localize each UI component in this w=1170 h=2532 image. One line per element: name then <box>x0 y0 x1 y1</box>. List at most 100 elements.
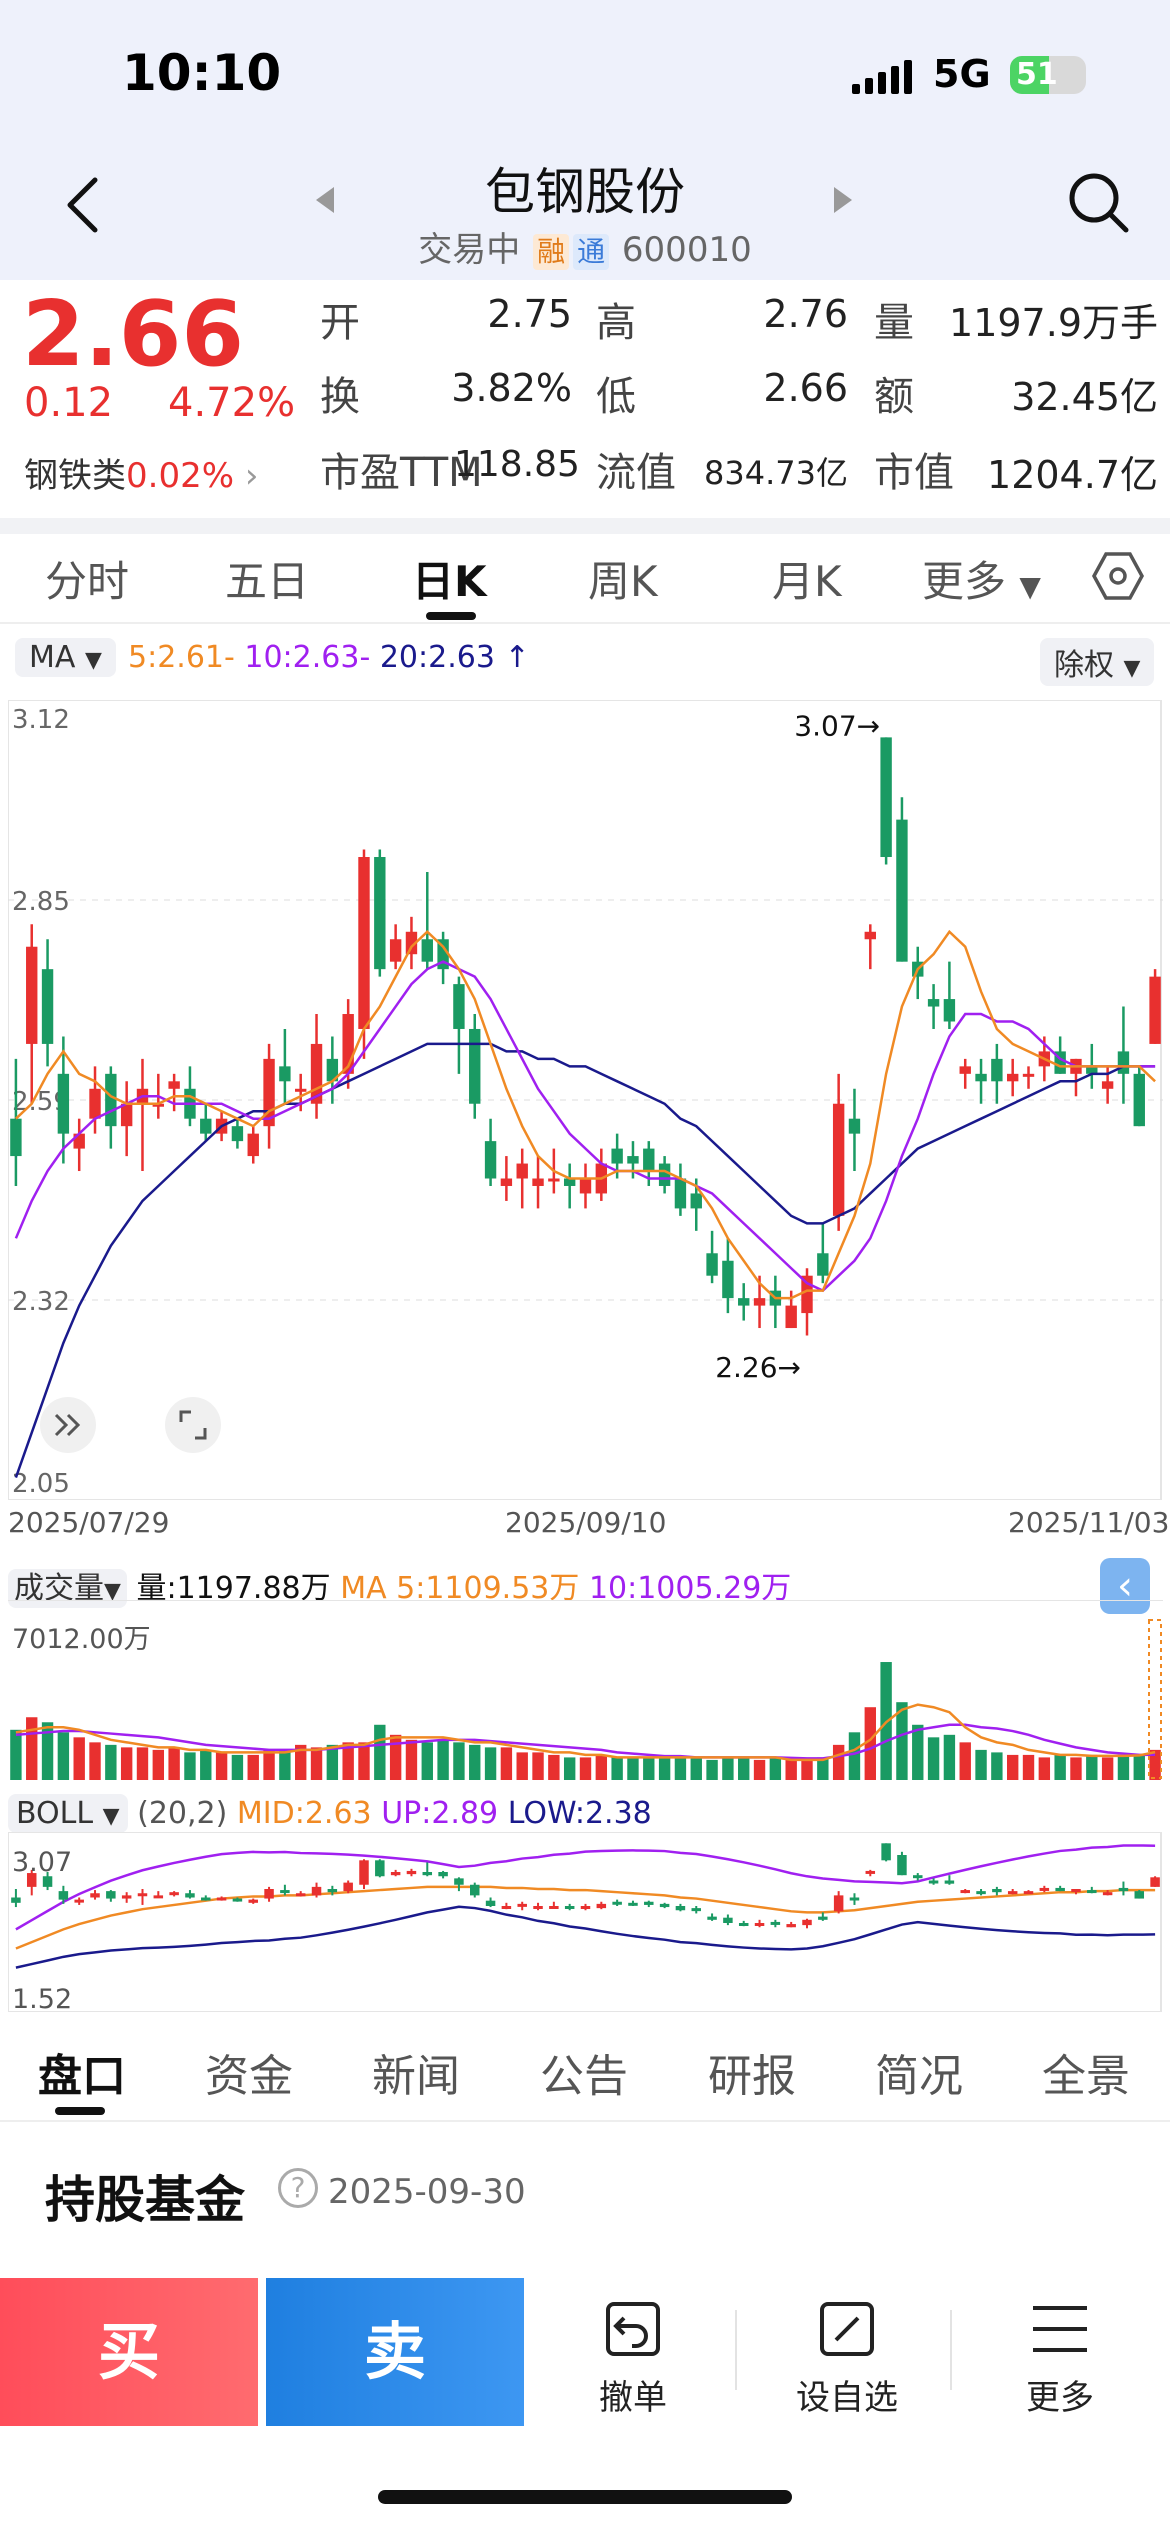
sell-button[interactable]: 卖 <box>266 2278 524 2426</box>
volume-bar <box>469 1744 481 1780</box>
boll-candle <box>723 1917 733 1923</box>
network-label: 5G <box>933 52 991 96</box>
volume-bar <box>26 1717 38 1780</box>
candle <box>200 1118 212 1134</box>
section-tab-pankou[interactable]: 盘口 <box>38 2051 126 2102</box>
volume-bar <box>184 1752 196 1780</box>
volume-bar <box>1070 1757 1082 1780</box>
tab-intraday[interactable]: 分时 <box>45 557 130 606</box>
price-change: 0.12 <box>24 380 114 426</box>
add-watchlist-label: 设自选 <box>796 2378 898 2418</box>
tab-daily-k[interactable]: 日K <box>412 557 487 606</box>
volume-bar <box>848 1732 861 1780</box>
boll-candle <box>549 1906 559 1909</box>
candle <box>89 1088 101 1119</box>
open-label: 开 <box>320 300 360 346</box>
volume-bar <box>738 1757 750 1780</box>
pe-value: 118.85 <box>454 444 580 485</box>
candle <box>817 1253 829 1276</box>
candle <box>453 984 465 1029</box>
candle <box>959 1066 971 1074</box>
boll-candle <box>121 1895 132 1899</box>
collapse-panel-button[interactable]: ‹ <box>1100 1558 1150 1614</box>
prev-stock-icon[interactable] <box>312 185 338 215</box>
volume-bar <box>643 1757 655 1780</box>
help-icon[interactable]: ? <box>278 2168 318 2208</box>
back-icon[interactable] <box>55 170 115 240</box>
candle <box>1054 1051 1066 1074</box>
candle <box>532 1178 544 1186</box>
float-cap-label: 流值 <box>596 450 676 496</box>
boll-candle <box>976 1891 986 1895</box>
divider <box>735 2310 737 2390</box>
ma-selector[interactable]: MA ▼ <box>15 638 116 677</box>
volume-bar <box>1006 1754 1019 1780</box>
boll-low: LOW:2.38 <box>507 1796 652 1831</box>
candle <box>500 1178 513 1186</box>
boll-candle <box>738 1923 749 1926</box>
tab-monthly-k[interactable]: 月K <box>772 557 842 606</box>
section-tab-research[interactable]: 研报 <box>708 2051 796 2102</box>
volume-chart[interactable] <box>8 1600 1163 1780</box>
fullscreen-icon[interactable] <box>165 1397 221 1453</box>
volume-bar <box>1149 1749 1161 1780</box>
boll-candle <box>422 1872 433 1876</box>
volume-bar <box>516 1752 528 1780</box>
candle <box>469 1028 481 1104</box>
volume-bar <box>1086 1754 1098 1780</box>
volume-bar <box>1117 1754 1130 1780</box>
volume-bar <box>358 1742 370 1780</box>
boll-candle <box>390 1872 401 1876</box>
search-icon[interactable] <box>1066 170 1132 236</box>
boll-chart[interactable] <box>8 1832 1163 2012</box>
boll-params: (20,2) <box>137 1796 228 1831</box>
battery-label: 51 <box>1016 57 1058 92</box>
volume-bar <box>1054 1754 1066 1780</box>
candle <box>152 1103 165 1107</box>
candle <box>927 999 940 1007</box>
section-tab-news[interactable]: 新闻 <box>372 2051 460 2102</box>
volume-bar <box>279 1749 291 1780</box>
tab-five-day[interactable]: 五日 <box>225 557 310 606</box>
boll-selector[interactable]: BOLL ▼ <box>8 1794 128 1833</box>
caret-down-icon: ▼ <box>102 1804 120 1829</box>
volume-bar <box>484 1747 497 1780</box>
boll-candle <box>1087 1890 1097 1894</box>
section-tab-profile[interactable]: 简况 <box>875 2051 963 2102</box>
boll-candle <box>359 1860 369 1885</box>
volume-bar <box>120 1747 133 1780</box>
more-button[interactable]: 更多 <box>995 2300 1125 2419</box>
candle <box>753 1298 766 1306</box>
candle <box>1149 976 1161 1044</box>
candle <box>295 1088 307 1092</box>
candle <box>247 1133 259 1157</box>
candle <box>374 857 386 970</box>
candle <box>943 999 956 1022</box>
boll-candle <box>454 1878 464 1885</box>
sector-link[interactable]: 钢铁类0.02% › <box>24 448 258 497</box>
boll-up-line <box>15 1844 1156 1931</box>
cancel-order-button[interactable]: 撤单 <box>568 2300 698 2419</box>
section-tab-announcements[interactable]: 公告 <box>540 2051 628 2102</box>
boll-candle <box>90 1893 100 1898</box>
section-tab-funds[interactable]: 资金 <box>205 2051 293 2102</box>
next-stock-icon[interactable] <box>830 185 856 215</box>
ma5-value: 5:2.61- <box>128 640 235 675</box>
add-watchlist-button[interactable]: 设自选 <box>782 2300 912 2419</box>
volume-bar <box>295 1744 307 1780</box>
candle <box>706 1253 718 1276</box>
volume-bar <box>927 1737 940 1780</box>
boll-candle <box>1071 1889 1081 1892</box>
tab-more[interactable]: 更多 ▼ <box>922 548 1041 609</box>
volume-bar <box>595 1754 608 1780</box>
kline-chart[interactable]: 3.122.852.592.322.053.07→2.26→ <box>8 700 1163 1500</box>
active-section-indicator <box>55 2107 105 2115</box>
buy-button[interactable]: 买 <box>0 2278 258 2426</box>
low-value: 2.66 <box>763 366 848 410</box>
boll-candle <box>185 1893 195 1898</box>
settings-icon[interactable] <box>1092 550 1144 602</box>
adjust-selector[interactable]: 除权 ▼ <box>1040 638 1155 686</box>
section-tab-overview[interactable]: 全景 <box>1042 2051 1130 2102</box>
tab-weekly-k[interactable]: 周K <box>588 557 658 606</box>
expand-icon[interactable] <box>40 1397 96 1453</box>
